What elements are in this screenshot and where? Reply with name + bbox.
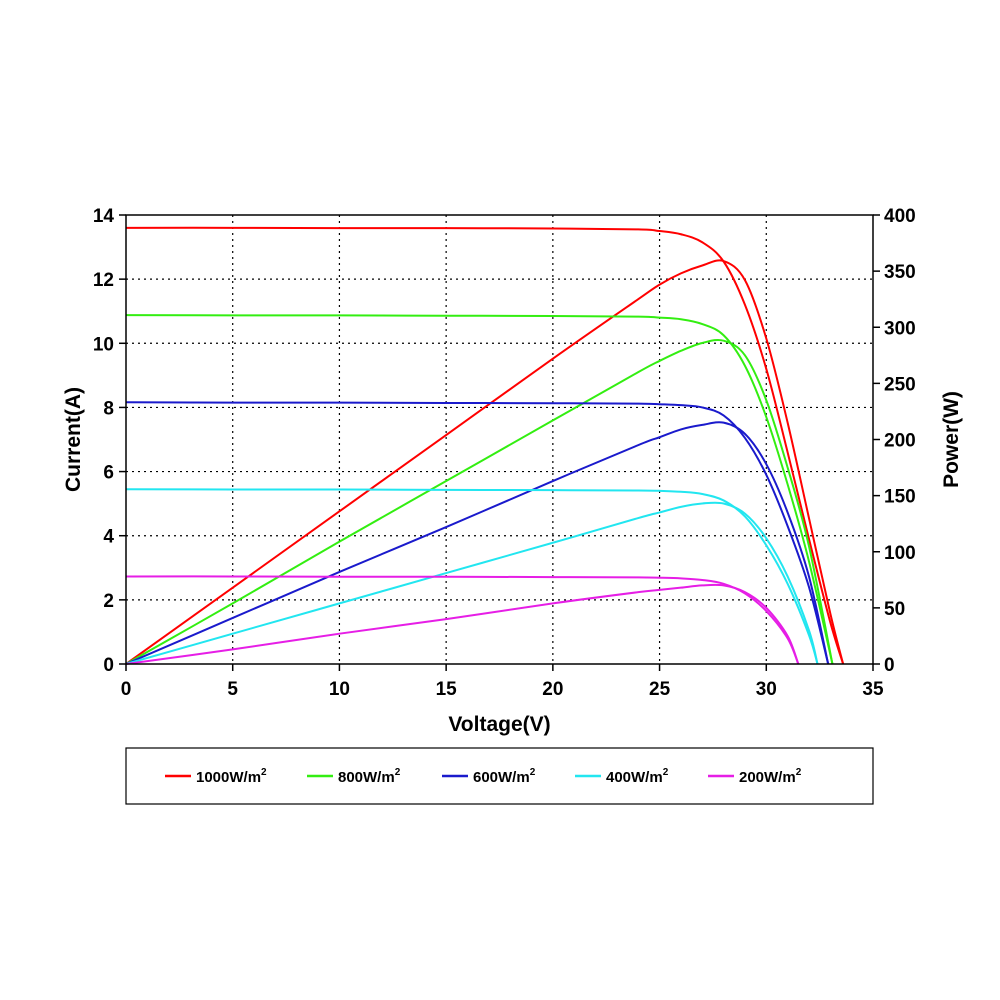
legend-item-400wm: 400W/m2 [575,767,669,786]
tick-labels: 0 5 10 15 20 25 30 3502468101214050100150200250… [93,206,916,700]
x-tick-label: 10 [329,679,350,700]
iv-curve-400wm [125,488,819,665]
y-right-tick-label: 350 [884,262,916,283]
legend-label: 1000W/m2 [196,767,267,786]
x-tick-label: 5 [227,679,238,700]
legend-label: 600W/m2 [473,767,536,786]
pv-curve-800wm [125,338,834,665]
iv-curve-800wm [125,314,834,665]
x-tick-label: 0 [121,679,132,700]
legend-item-200wm: 200W/m2 [708,767,802,786]
y-right-tick-label: 300 [884,318,916,339]
x-tick-label: 25 [649,679,671,700]
y-right-tick-label: 50 [884,599,905,620]
legend-item-600wm: 600W/m2 [442,767,536,786]
iv-curve-1000wm [125,226,845,665]
y-left-tick-label: 8 [103,398,114,419]
y-right-axis-title: Power(W) [940,391,963,488]
x-tick-label: 35 [862,679,884,700]
y-left-tick-label: 14 [93,206,115,227]
x-tick-label: 15 [436,679,458,700]
y-left-tick-label: 12 [93,270,114,291]
iv-curve-600wm [125,401,830,665]
x-tick-label: 30 [756,679,777,700]
legend-label: 800W/m2 [338,767,401,786]
y-right-tick-label: 250 [884,374,916,395]
y-right-tick-label: 150 [884,487,916,508]
legend-item-800wm: 800W/m2 [307,767,401,786]
legend: 1000W/m2 800W/m2 600W/m2 400W/m2 200W/m2 [125,747,874,805]
y-right-tick-label: 400 [884,206,916,227]
legend-label: 200W/m2 [739,767,802,786]
y-right-tick-label: 100 [884,543,916,564]
y-left-tick-label: 0 [103,655,114,676]
grid-lines [126,215,873,664]
legend-item-1000wm: 1000W/m2 [165,767,267,786]
axis-ticks [119,214,880,671]
pv-curve-600wm [125,421,830,665]
y-left-tick-label: 2 [103,591,114,612]
curves [125,226,845,665]
iv-curve-200wm [125,575,800,665]
legend-box [125,747,874,805]
pv-curve-1000wm [125,259,845,665]
legend-label: 400W/m2 [606,767,669,786]
y-right-tick-label: 200 [884,431,916,452]
plot-frame [125,214,874,665]
pv-curve-400wm [125,501,819,665]
y-left-tick-label: 4 [103,527,114,548]
x-axis-title: Voltage(V) [448,713,550,736]
x-tick-label: 20 [542,679,563,700]
pv-curve-200wm [125,583,800,665]
y-left-axis-title: Current(A) [62,387,85,492]
y-left-tick-label: 10 [93,334,114,355]
y-right-tick-label: 0 [884,655,895,676]
y-left-tick-label: 6 [103,463,114,484]
